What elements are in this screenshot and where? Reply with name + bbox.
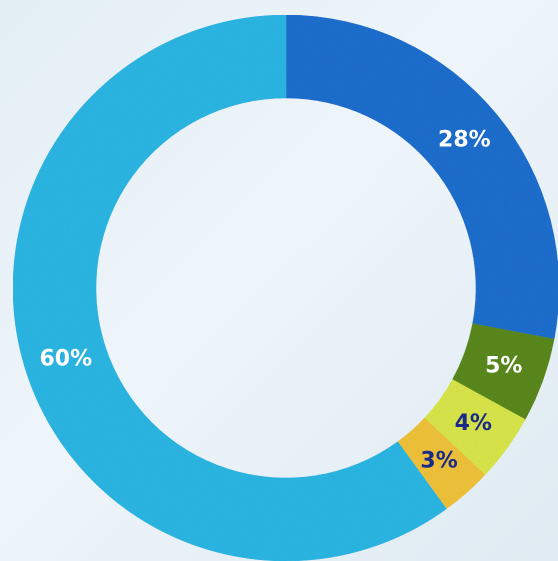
slice-label-2: 4% — [455, 411, 492, 436]
slice-label-3: 3% — [420, 449, 457, 474]
slice-label-1: 5% — [485, 353, 522, 378]
donut-slice-0 — [285, 14, 558, 340]
slice-label-4: 60% — [39, 347, 92, 372]
donut-labels: 28% 5% 4% 3% 60% — [39, 127, 522, 473]
slice-label-0: 28% — [438, 127, 491, 152]
donut-slices — [12, 14, 558, 561]
donut-slice-4 — [12, 14, 447, 561]
